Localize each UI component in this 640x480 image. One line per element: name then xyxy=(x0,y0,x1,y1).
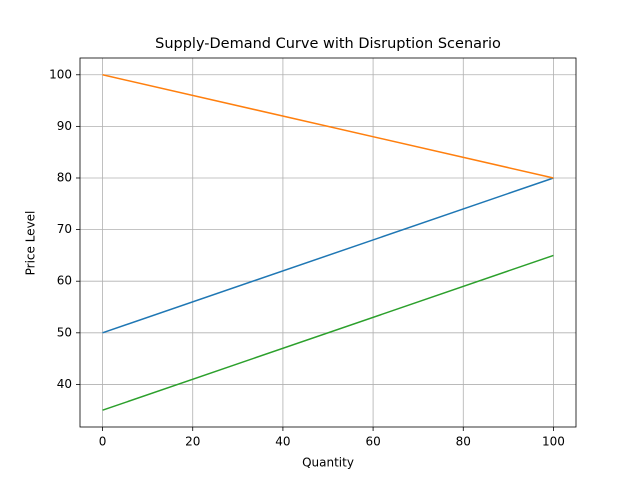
y-tick-label: 90 xyxy=(57,119,72,133)
y-tick-label: 80 xyxy=(57,170,72,184)
y-tick-label: 40 xyxy=(57,377,72,391)
y-axis-label: Price Level xyxy=(24,211,38,276)
y-tick-label: 100 xyxy=(49,67,72,81)
grid-layer xyxy=(80,58,576,427)
lines-layer xyxy=(102,74,554,411)
chart-title: Supply-Demand Curve with Disruption Scen… xyxy=(155,36,501,52)
y-tick-label: 70 xyxy=(57,222,72,236)
x-tick-label: 20 xyxy=(185,435,200,449)
x-tick-label: 40 xyxy=(275,435,290,449)
line-series xyxy=(102,177,554,334)
y-tick-label: 50 xyxy=(57,325,72,339)
x-axis-label: Quantity xyxy=(302,456,354,470)
x-tick-label: 100 xyxy=(542,435,565,449)
line-series xyxy=(102,254,554,411)
line-series xyxy=(102,74,554,179)
plot-frame xyxy=(79,57,577,428)
x-tick-label: 0 xyxy=(99,435,107,449)
y-tick-label: 60 xyxy=(57,274,72,288)
x-tick-label: 60 xyxy=(365,435,380,449)
x-tick-label: 80 xyxy=(456,435,471,449)
